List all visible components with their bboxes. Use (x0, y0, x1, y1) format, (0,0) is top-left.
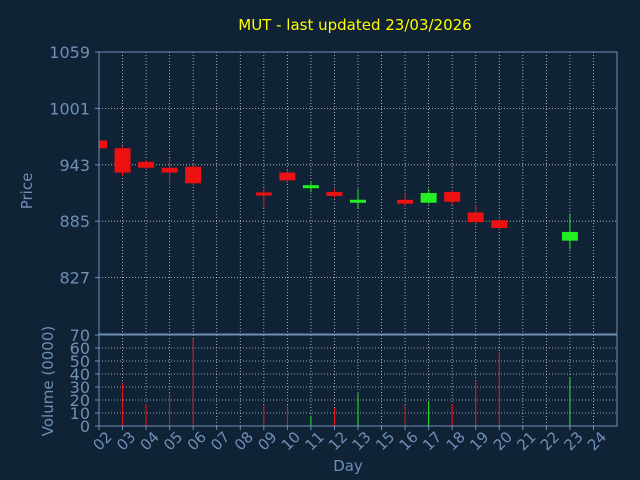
price-tick-label: 827 (59, 269, 90, 288)
x-tick-label: 02 (90, 428, 116, 454)
candle-body (302, 185, 319, 189)
x-axis-label: Day (333, 457, 363, 475)
volume-tick-label: 0 (80, 417, 90, 436)
price-tick-label: 943 (59, 156, 90, 175)
x-tick-label: 07 (207, 428, 233, 454)
x-tick-label: 09 (254, 428, 280, 454)
candle-10 (279, 169, 296, 184)
x-tick-label: 11 (301, 428, 327, 454)
candle-17 (420, 189, 437, 204)
x-tick-label: 12 (325, 428, 351, 454)
x-tick-label: 23 (560, 428, 586, 454)
x-tick-label: 08 (231, 428, 257, 454)
candle-body (161, 167, 178, 173)
volume-tick-label: 20 (70, 391, 90, 410)
chart-title: MUT - last updated 23/03/2026 (238, 16, 471, 34)
x-tick-label: 03 (113, 428, 139, 454)
candle-body (326, 192, 343, 196)
candle-body (114, 148, 131, 173)
candle-20 (491, 219, 508, 230)
candle-body (350, 199, 366, 203)
candle-12 (326, 189, 343, 198)
x-tick-label: 10 (278, 428, 304, 454)
candle-body (279, 172, 296, 181)
x-tick-label: 21 (513, 428, 539, 454)
price-panel-frame (98, 51, 618, 335)
candle-body (467, 212, 484, 223)
price-tick-label: 1059 (49, 43, 90, 62)
x-tick-label: 04 (137, 428, 163, 454)
grid-layer (99, 51, 617, 427)
candle-11 (302, 182, 319, 193)
x-tick-label: 05 (160, 428, 186, 454)
x-tick-label: 24 (584, 428, 610, 454)
volume-axis-label: Volume (0000) (39, 326, 57, 436)
x-tick-label: 19 (466, 428, 492, 454)
x-tick-label: 18 (443, 428, 469, 454)
marks-layer (98, 140, 578, 426)
candle-23 (561, 213, 578, 250)
volume-tick-label: 50 (70, 352, 90, 371)
candle-body (185, 166, 202, 184)
x-tick-label: 16 (396, 428, 422, 454)
candle-body (255, 192, 272, 196)
candle-body (491, 220, 508, 229)
candle-16 (397, 193, 414, 207)
candle-body (561, 231, 578, 241)
candle-body (420, 193, 437, 203)
candle-03 (114, 146, 131, 177)
candle-body (444, 192, 461, 202)
candle-body (99, 140, 107, 149)
candle-body (397, 199, 414, 204)
candle-09 (255, 189, 272, 208)
x-tick-label: 15 (372, 428, 398, 454)
volume-tick-label: 60 (70, 339, 90, 358)
x-tick-label: 17 (419, 428, 445, 454)
candle-02 (98, 140, 107, 149)
candle-04 (138, 159, 155, 170)
volume-tick-label: 30 (70, 378, 90, 397)
candle-06 (185, 163, 202, 186)
candle-05 (161, 157, 178, 186)
x-tick-label: 20 (490, 428, 516, 454)
candle-body (138, 161, 155, 168)
candle-19 (467, 204, 484, 226)
price-tick-label: 1001 (49, 99, 90, 118)
volume-tick-label: 40 (70, 365, 90, 384)
price-tick-label: 885 (59, 212, 90, 231)
x-tick-label: 06 (184, 428, 210, 454)
candle-13 (350, 189, 366, 209)
candle-18 (444, 190, 461, 205)
price-axis-label: Price (18, 173, 36, 210)
axes-layer: 1059100194388582770605040302010002030405… (49, 43, 618, 454)
volume-tick-label: 10 (70, 404, 90, 423)
x-tick-label: 22 (537, 428, 563, 454)
volume-tick-label: 70 (70, 326, 90, 345)
x-tick-label: 13 (349, 428, 375, 454)
